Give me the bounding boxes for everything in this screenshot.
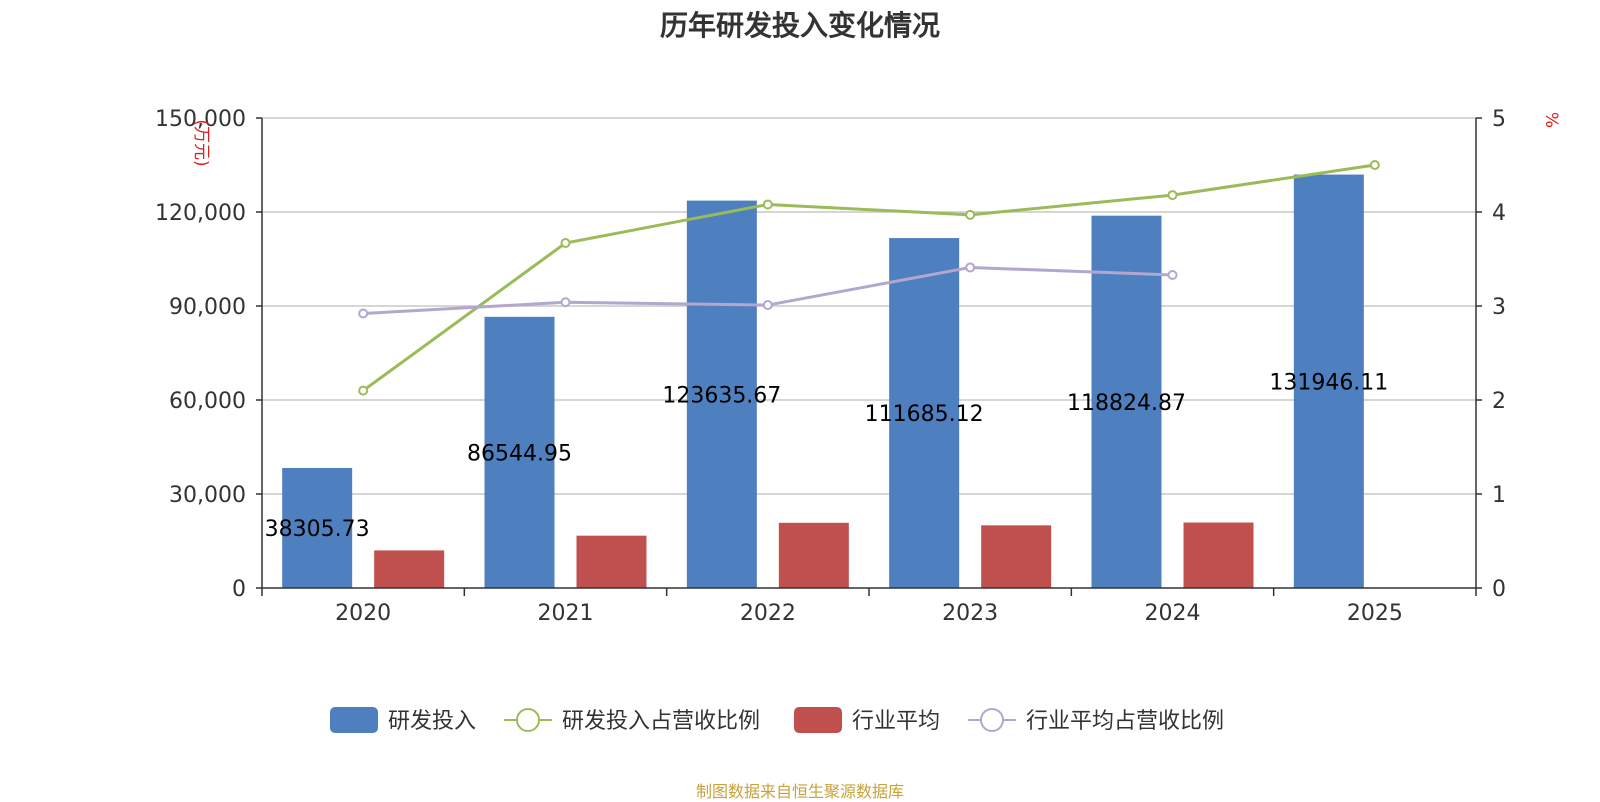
point-行业平均占营收比例-2023 — [965, 262, 976, 273]
y-left-axis-label: (万元) — [191, 119, 211, 166]
legend-swatch-marker — [516, 708, 540, 732]
x-tick-label: 2020 — [335, 601, 391, 626]
bar-行业平均-2023 — [981, 525, 1052, 588]
point-行业平均占营收比例-2020 — [358, 308, 369, 319]
y-left-tick-label: 60,000 — [169, 389, 246, 414]
bar-研发投入-2023 — [889, 238, 960, 588]
bar-data-label: 123635.67 — [662, 383, 781, 408]
bar-行业平均-2024 — [1183, 522, 1254, 588]
line-研发投入占营收比例 — [362, 163, 1376, 392]
bar-行业平均-2021 — [576, 535, 647, 588]
bar-研发投入-2021 — [484, 316, 555, 588]
bar-data-label: 131946.11 — [1269, 370, 1388, 395]
point-行业平均占营收比例-2021 — [560, 297, 571, 308]
y-left-tick-label: 0 — [232, 577, 246, 602]
y-left-tick-label: 90,000 — [169, 295, 246, 320]
y-right-tick-label: 4 — [1492, 201, 1506, 226]
bar-研发投入-2025 — [1293, 174, 1364, 589]
point-研发投入占营收比例-2020 — [358, 385, 369, 396]
y-left-tick-label: 30,000 — [169, 483, 246, 508]
y-right-axis-label: % — [1541, 112, 1561, 128]
x-tick-label: 2022 — [740, 601, 796, 626]
y-right-tick-label: 3 — [1492, 295, 1506, 320]
x-tick-label: 2024 — [1145, 601, 1201, 626]
bar-data-label: 86544.95 — [467, 441, 572, 466]
legend-label: 研发投入 — [388, 709, 476, 734]
chart-title: 历年研发投入变化情况 — [659, 9, 940, 42]
point-研发投入占营收比例-2023 — [965, 209, 976, 220]
point-研发投入占营收比例-2022 — [762, 199, 773, 210]
legend-label: 行业平均占营收比例 — [1026, 709, 1224, 734]
bar-研发投入-2024 — [1091, 215, 1162, 588]
bar-行业平均-2020 — [374, 550, 445, 588]
bar-data-label: 111685.12 — [865, 402, 984, 427]
legend-label: 研发投入占营收比例 — [562, 709, 760, 734]
point-研发投入占营收比例-2025 — [1369, 160, 1380, 170]
point-研发投入占营收比例-2021 — [560, 238, 571, 249]
x-tick-label: 2023 — [942, 601, 998, 626]
bar-data-label: 118824.87 — [1067, 391, 1186, 416]
legend-swatch-marker — [980, 708, 1004, 732]
point-行业平均占营收比例-2024 — [1167, 269, 1178, 280]
bar-行业平均-2022 — [778, 522, 849, 588]
y-right-tick-label: 1 — [1492, 483, 1506, 508]
bar-data-label: 38305.73 — [265, 517, 370, 542]
bar-研发投入-2022 — [686, 200, 757, 589]
y-left-tick-label: 120,000 — [155, 201, 246, 226]
y-right-tick-label: 2 — [1492, 389, 1506, 414]
x-tick-label: 2021 — [538, 601, 594, 626]
point-行业平均占营收比例-2022 — [762, 300, 773, 311]
y-left-tick-label: 150,000 — [155, 107, 246, 132]
y-right-tick-label: 5 — [1492, 107, 1506, 132]
legend-swatch — [794, 707, 842, 733]
data-source-note: 制图数据来自恒生聚源数据库 — [695, 782, 904, 801]
y-right-tick-label: 0 — [1492, 577, 1506, 602]
bar-研发投入-2020 — [282, 467, 353, 588]
x-tick-label: 2025 — [1347, 601, 1403, 626]
legend-label: 行业平均 — [852, 709, 940, 734]
legend-swatch — [330, 707, 378, 733]
point-研发投入占营收比例-2024 — [1167, 190, 1178, 201]
